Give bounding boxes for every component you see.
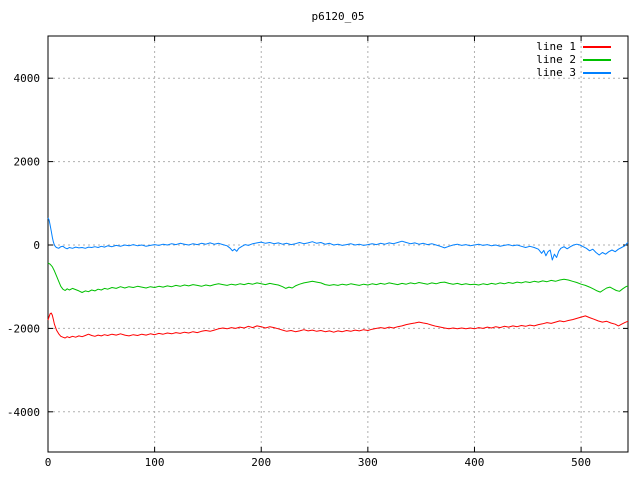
y-tick-label: -2000 <box>7 322 40 335</box>
legend-label-line2: line 2 <box>536 53 576 66</box>
legend-line-sample-red <box>583 45 611 48</box>
x-tick-label: 200 <box>251 456 271 469</box>
legend-line-sample-green <box>583 58 611 61</box>
series-line-3 <box>47 217 629 261</box>
chart-title: p6120_05 <box>311 10 365 23</box>
x-tick-label: 0 <box>45 456 52 469</box>
legend-label-line1: line 1 <box>536 40 576 53</box>
plot-border <box>47 35 629 453</box>
legend-label-line3: line 3 <box>536 66 576 79</box>
legend-entry-line1: line 1 <box>536 40 611 53</box>
x-tick-label: 100 <box>145 456 165 469</box>
series-line-2 <box>47 262 629 293</box>
y-tick-label: 0 <box>33 239 40 252</box>
y-tick-label: 2000 <box>14 156 41 169</box>
series-line-1 <box>47 312 629 339</box>
x-tick-label: 500 <box>571 456 591 469</box>
x-tick-label: 300 <box>358 456 378 469</box>
legend-entry-line3: line 3 <box>536 66 611 79</box>
x-tick-label: 400 <box>465 456 485 469</box>
y-tick-label: 4000 <box>14 72 41 85</box>
legend-entry-line2: line 2 <box>536 53 611 66</box>
y-tick-label: -4000 <box>7 406 40 419</box>
legend: line 1 line 2 line 3 <box>536 40 611 79</box>
legend-line-sample-blue <box>583 71 611 74</box>
